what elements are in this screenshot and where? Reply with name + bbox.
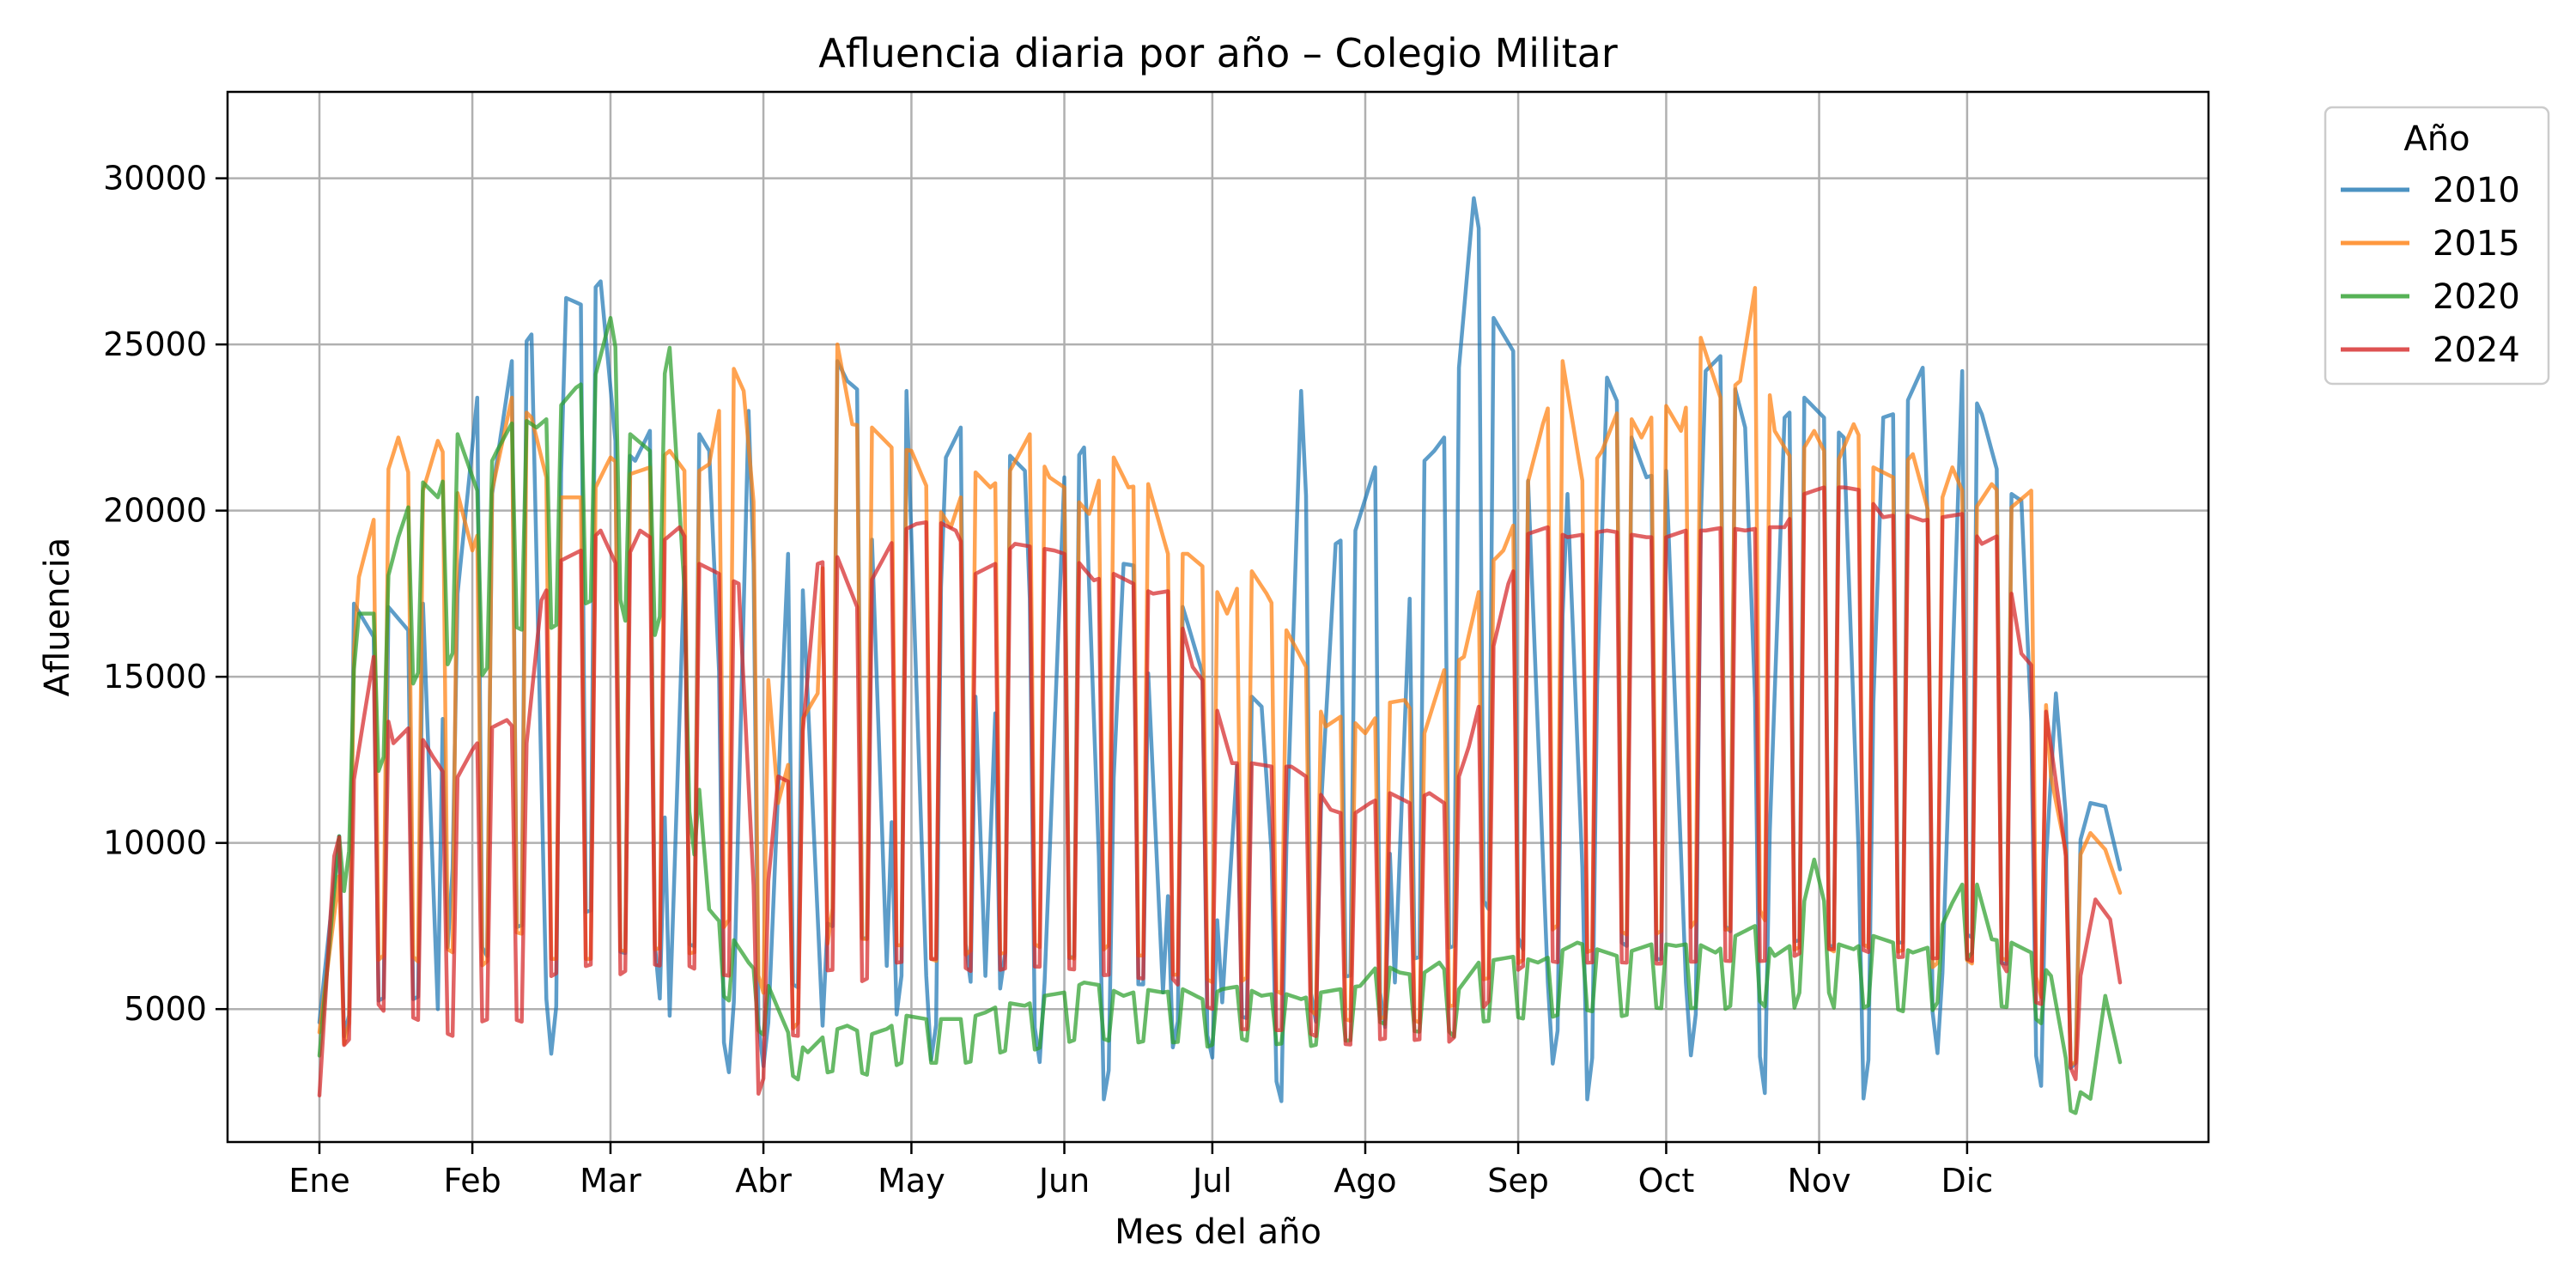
legend: Año 2010 2015 2020 2024 — [2324, 106, 2550, 386]
legend-title: Año — [2403, 119, 2470, 159]
series-line-2024 — [317, 485, 2123, 1098]
legend-box — [2324, 106, 2550, 386]
chart-title: Afluencia diaria por año – Colegio Milit… — [818, 30, 1618, 76]
x-tick-label: Mar — [580, 1162, 641, 1200]
x-axis: Ene Feb Mar Abr May Jun Jul Ago Sep Oct Nov Dic — [289, 1142, 1993, 1200]
y-tick-label: 25000 — [103, 325, 207, 363]
legend-label-2010: 2010 — [2433, 171, 2520, 210]
plot-frame — [226, 90, 2210, 1144]
legend-items: 2010 2015 2020 2024 — [2341, 171, 2520, 370]
x-tick-label: Dic — [1941, 1162, 1994, 1200]
x-tick-label: Ago — [1334, 1162, 1396, 1200]
x-tick-label: Ene — [289, 1162, 349, 1200]
x-tick-label: Sep — [1487, 1162, 1549, 1200]
x-tick-label: Abr — [735, 1162, 792, 1200]
series-lines — [317, 196, 2123, 1115]
y-axis-title: Afluencia — [38, 538, 77, 697]
y-axis: 5000 10000 15000 20000 25000 30000 — [103, 160, 228, 1028]
y-tick-label: 10000 — [103, 824, 207, 862]
legend-label-2024: 2024 — [2433, 331, 2520, 370]
x-tick-label: Feb — [443, 1162, 501, 1200]
legend-label-2020: 2020 — [2433, 277, 2520, 317]
x-tick-label: Oct — [1638, 1162, 1695, 1200]
y-tick-label: 15000 — [103, 658, 207, 696]
x-tick-label: Jul — [1191, 1162, 1232, 1200]
x-tick-label: Jun — [1037, 1162, 1090, 1200]
x-tick-label: Nov — [1787, 1162, 1850, 1200]
series-line-2020 — [317, 315, 2123, 1115]
y-tick-label: 30000 — [103, 160, 207, 197]
y-tick-label: 20000 — [103, 492, 207, 530]
legend-label-2015: 2015 — [2433, 224, 2520, 264]
y-tick-label: 5000 — [124, 990, 207, 1028]
x-axis-title: Mes del año — [1115, 1212, 1321, 1252]
x-tick-label: May — [878, 1162, 945, 1200]
